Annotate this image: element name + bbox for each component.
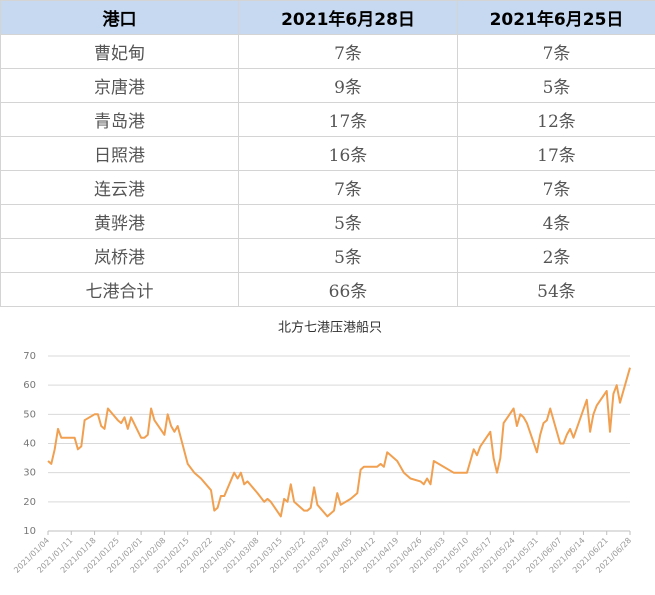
- table-cell: 连云港: [0, 170, 239, 205]
- table-cell: 5条: [238, 204, 458, 239]
- header-cell: 2021年6月25日: [457, 0, 655, 35]
- y-tick-label: 40: [23, 439, 36, 450]
- y-tick-label: 70: [23, 351, 36, 362]
- table-cell: 16条: [238, 136, 458, 171]
- chart: 北方七港压港船只 102030405060702021/01/042021/01…: [12, 320, 633, 575]
- header-cell: 港口: [0, 0, 239, 35]
- line: [47, 367, 631, 518]
- table-cell: 7条: [457, 170, 655, 205]
- port-table: 港口 2021年6月28日 2021年6月25日 曹妃甸 7条 7条 京唐港 9条 5条 青岛港…: [0, 0, 655, 307]
- table-cell: 曹妃甸: [0, 34, 239, 69]
- table-row: 岚桥港 5条 2条: [0, 238, 655, 273]
- table-cell: 7条: [238, 170, 458, 205]
- table-cell: 54条: [457, 272, 655, 307]
- table-row: 黄骅港 5条 4条: [0, 204, 655, 239]
- table-cell: 岚桥港: [0, 238, 239, 273]
- table-cell: 5条: [238, 238, 458, 273]
- y-tick-label: 30: [23, 468, 36, 479]
- table-row: 日照港 16条 17条: [0, 136, 655, 171]
- header-cell: 2021年6月28日: [238, 0, 458, 35]
- y-tick-label: 20: [23, 497, 36, 508]
- table-cell: 青岛港: [0, 102, 239, 137]
- table-cell: 4条: [457, 204, 655, 239]
- table-cell: 黄骅港: [0, 204, 239, 239]
- table-row: 京唐港 9条 5条: [0, 68, 655, 103]
- y-tick-label: 10: [23, 526, 36, 537]
- table-cell: 京唐港: [0, 68, 239, 103]
- y-tick-label: 60: [23, 380, 36, 391]
- table-body: 曹妃甸 7条 7条 京唐港 9条 5条 青岛港 17条 12条 日照港 16条 17条 连云港 7条 7条黄…: [0, 34, 655, 307]
- table-cell: 9条: [238, 68, 458, 103]
- chart-title: 北方七港压港船只: [278, 320, 382, 336]
- table-cell: 2条: [457, 238, 655, 273]
- table-cell: 7条: [457, 34, 655, 69]
- table-cell: 17条: [457, 136, 655, 171]
- table-cell: 7条: [238, 34, 458, 69]
- y-tick-label: 50: [23, 409, 36, 420]
- table-cell: 17条: [238, 102, 458, 137]
- table-cell: 66条: [238, 272, 458, 307]
- table-row: 七港合计 66条 54条: [0, 272, 655, 307]
- table-cell: 七港合计: [0, 272, 239, 307]
- table-row: 曹妃甸 7条 7条: [0, 34, 655, 69]
- table-cell: 12条: [457, 102, 655, 137]
- table-header: 港口 2021年6月28日 2021年6月25日: [0, 0, 655, 35]
- table-row: 连云港 7条 7条: [0, 170, 655, 205]
- table-cell: 日照港: [0, 136, 239, 171]
- table-cell: 5条: [457, 68, 655, 103]
- table-row: 青岛港 17条 12条: [0, 102, 655, 137]
